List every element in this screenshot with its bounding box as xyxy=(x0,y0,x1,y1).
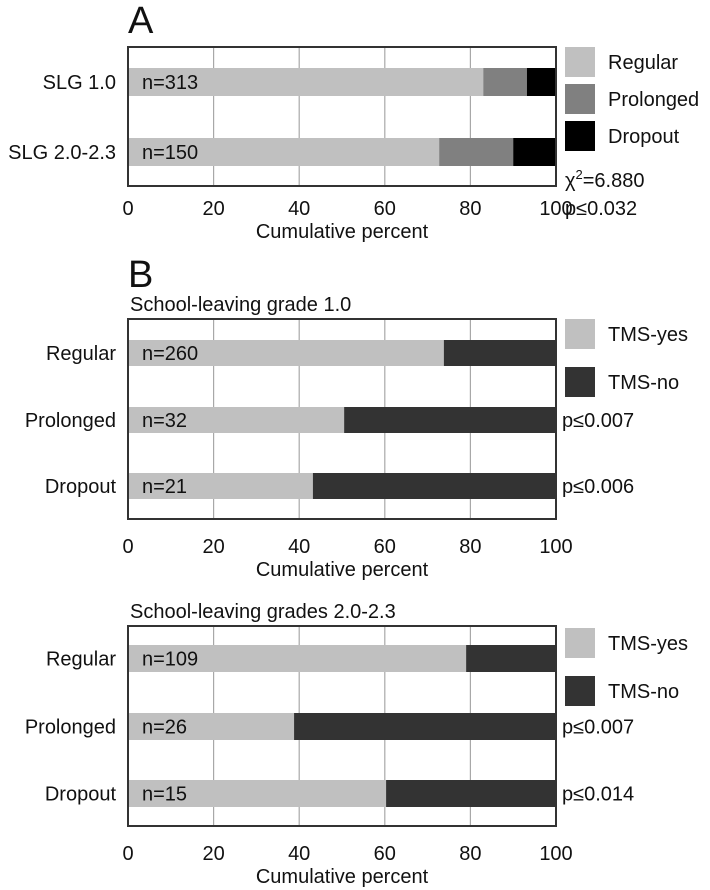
panel-a: A χ2=6.880 p≤0.032 n=313 SLG 1.0 n=150 SLG … xyxy=(8,0,699,243)
row-p-value: p≤0.007 xyxy=(562,717,634,739)
x-tick-label: 100 xyxy=(539,198,572,220)
bar-segment-regular xyxy=(128,68,484,96)
x-tick-label: 40 xyxy=(288,843,310,865)
legend-label: TMS-yes xyxy=(608,324,688,346)
bar-count-label: n=150 xyxy=(142,142,198,164)
x-tick-label: 0 xyxy=(122,536,133,558)
row-p-value: p≤0.014 xyxy=(562,784,634,806)
legend-swatch xyxy=(565,84,595,114)
chi-superscript: 2 xyxy=(576,167,583,182)
bar-count-label: n=313 xyxy=(142,72,198,94)
legend-swatch xyxy=(565,121,595,151)
x-axis-label: Cumulative percent xyxy=(256,221,429,243)
panel-label: B xyxy=(128,254,153,296)
category-label: SLG 2.0-2.3 xyxy=(8,142,116,164)
panel-b-grades-2: School-leaving grades 2.0-2.3 n=109 Regul… xyxy=(25,601,688,888)
panel-subtitle: School-leaving grade 1.0 xyxy=(130,294,351,316)
panel-subtitle: School-leaving grades 2.0-2.3 xyxy=(130,601,396,623)
legend-label: Prolonged xyxy=(608,89,699,111)
x-tick-label: 0 xyxy=(122,843,133,865)
x-tick-label: 40 xyxy=(288,198,310,220)
plot-frame xyxy=(127,625,557,827)
bar-segment-tms-no xyxy=(312,473,556,499)
legend-swatch xyxy=(565,47,595,77)
legend-label: TMS-no xyxy=(608,372,679,394)
chi-square-annotation: χ2=6.880 xyxy=(565,167,644,192)
x-tick-label: 20 xyxy=(202,536,224,558)
category-label: Dropout xyxy=(45,784,117,806)
category-label: Dropout xyxy=(45,476,117,498)
x-tick-label: 40 xyxy=(288,536,310,558)
legend-label: TMS-yes xyxy=(608,633,688,655)
bar-segment-tms-yes xyxy=(128,473,313,499)
legend-label: Regular xyxy=(608,52,678,74)
plot-frame xyxy=(127,318,557,520)
legend-swatch xyxy=(565,676,595,706)
bar-segment-prolonged xyxy=(439,138,514,166)
category-label: SLG 1.0 xyxy=(43,72,116,94)
category-label: Prolonged xyxy=(25,410,116,432)
row-p-value: p≤0.007 xyxy=(562,410,634,432)
bar-segment-tms-no xyxy=(294,713,556,740)
bar-segment-regular xyxy=(128,138,440,166)
bar-segment-tms-no xyxy=(344,407,556,433)
legend-swatch xyxy=(565,628,595,658)
legend-swatch xyxy=(565,367,595,397)
panel-label: A xyxy=(128,0,154,42)
bar-count-label: n=109 xyxy=(142,649,198,671)
bar-segment-tms-no xyxy=(386,780,556,807)
x-tick-label: 100 xyxy=(539,843,572,865)
row-p-value: p≤0.006 xyxy=(562,476,634,498)
plot-frame xyxy=(127,46,557,187)
bar-segment-dropout xyxy=(513,138,556,166)
legend-swatch xyxy=(565,319,595,349)
bar-segment-prolonged xyxy=(483,68,527,96)
bar-count-label: n=26 xyxy=(142,717,187,739)
category-label: Regular xyxy=(46,649,116,671)
x-tick-label: 60 xyxy=(374,198,396,220)
category-label: Prolonged xyxy=(25,717,116,739)
panel-b-grade-1: B School-leaving grade 1.0 n=260 Regular n… xyxy=(25,254,688,581)
bar-count-label: n=15 xyxy=(142,784,187,806)
category-label: Regular xyxy=(46,343,116,365)
bar-segment-tms-yes xyxy=(128,645,467,672)
x-tick-label: 80 xyxy=(459,536,481,558)
x-tick-label: 60 xyxy=(374,843,396,865)
bar-count-label: n=260 xyxy=(142,343,198,365)
chi-value: =6.880 xyxy=(583,170,645,192)
bar-segment-tms-yes xyxy=(128,340,444,366)
bar-segment-tms-yes xyxy=(128,713,295,740)
chi-symbol: χ xyxy=(565,170,576,192)
bar-count-label: n=32 xyxy=(142,410,187,432)
x-tick-label: 0 xyxy=(122,198,133,220)
x-tick-label: 80 xyxy=(459,843,481,865)
bar-segment-tms-no xyxy=(466,645,556,672)
legend-label: Dropout xyxy=(608,126,680,148)
bar-segment-tms-no xyxy=(443,340,556,366)
x-tick-label: 60 xyxy=(374,536,396,558)
x-tick-label: 100 xyxy=(539,536,572,558)
bar-segment-dropout xyxy=(526,68,556,96)
p-value-annotation: p≤0.032 xyxy=(565,198,637,220)
bar-segment-tms-yes xyxy=(128,407,345,433)
x-tick-label: 80 xyxy=(459,198,481,220)
bar-segment-tms-yes xyxy=(128,780,387,807)
legend-label: TMS-no xyxy=(608,681,679,703)
x-tick-label: 20 xyxy=(202,843,224,865)
bar-count-label: n=21 xyxy=(142,476,187,498)
x-tick-label: 20 xyxy=(202,198,224,220)
x-axis-label: Cumulative percent xyxy=(256,559,429,581)
x-axis-label: Cumulative percent xyxy=(256,866,429,888)
